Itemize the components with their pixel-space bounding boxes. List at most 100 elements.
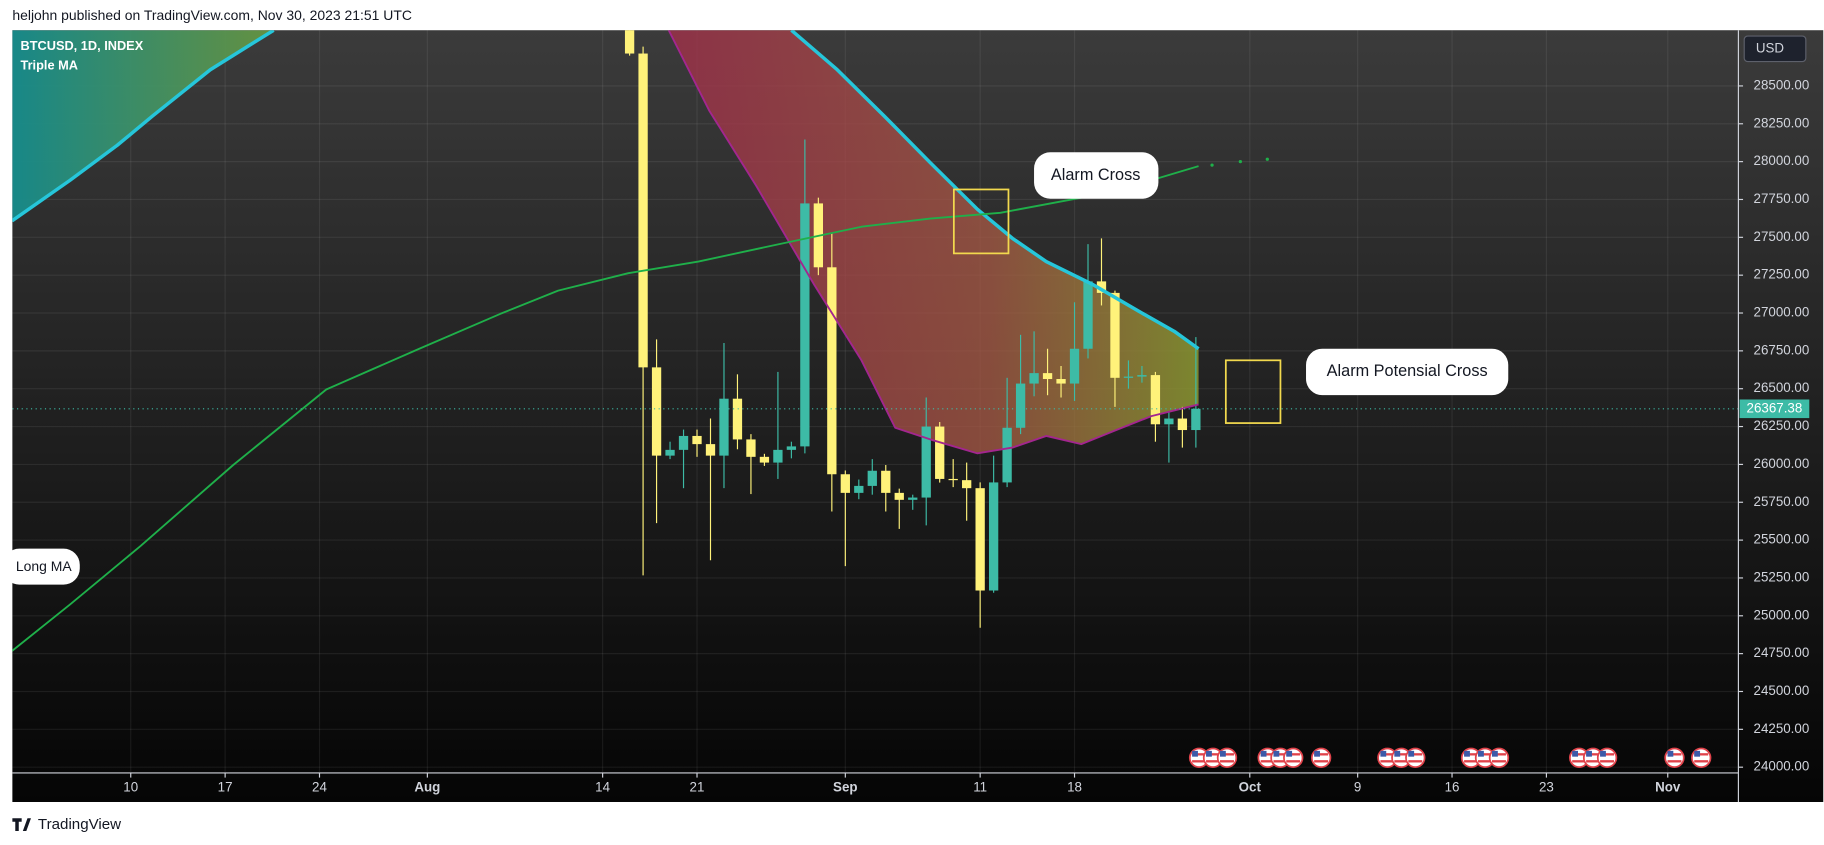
event-icon-stripe <box>1491 760 1506 763</box>
event-icon-canton <box>1380 750 1387 757</box>
event-icon-stripe <box>1314 760 1329 763</box>
candle-body <box>651 367 662 456</box>
candle-body <box>854 485 864 493</box>
event-icon-stripe <box>1380 753 1395 756</box>
candle-body <box>975 488 985 591</box>
y-tick-label: 24250.00 <box>1754 721 1810 736</box>
event-icon-canton <box>1286 750 1293 757</box>
y-tick-label: 25000.00 <box>1754 607 1810 622</box>
candle-body <box>1137 375 1147 377</box>
axes: 24000.00 24250.00 24500.00 24750.00 25000.00… <box>123 77 1810 795</box>
event-icon-stripe <box>1478 753 1492 756</box>
event-icon-canton <box>1667 750 1674 757</box>
x-tick-label: 16 <box>1445 780 1460 795</box>
last-price-label: 26367.38 <box>1747 400 1803 415</box>
event-icon-canton <box>1478 750 1484 757</box>
event-icon-canton <box>1220 750 1226 757</box>
x-tick-label: 18 <box>1067 780 1082 795</box>
candle-body <box>1123 376 1134 378</box>
candle-body <box>1177 418 1188 431</box>
event-icons <box>1188 747 1712 768</box>
callout <box>3 548 80 585</box>
candle-body <box>759 456 770 463</box>
candle-body <box>705 444 716 456</box>
event-icon-stripe <box>1192 760 1207 763</box>
x-tick-label: 14 <box>595 780 610 795</box>
event-icon-stripe <box>1220 760 1234 763</box>
candle-body <box>1164 418 1174 425</box>
candle-body <box>1150 375 1161 425</box>
ma-line <box>12 165 1199 652</box>
candle-body <box>678 435 689 450</box>
event-icon-stripe <box>1600 753 1615 756</box>
event-icon-canton <box>1408 750 1415 757</box>
ma-projection-dot <box>1265 157 1269 161</box>
candle-body <box>692 435 702 445</box>
event-icon-stripe <box>1667 760 1682 763</box>
candle-body <box>773 449 783 463</box>
y-tick-label: 27250.00 <box>1754 267 1810 282</box>
event-icon-stripe <box>1260 753 1275 756</box>
y-tick-label: 28250.00 <box>1754 115 1810 130</box>
candle-body <box>840 474 850 493</box>
candle-body <box>1096 281 1107 293</box>
candle-body <box>746 439 756 457</box>
event-icon-stripe <box>1586 760 1601 763</box>
candle-body <box>935 426 945 479</box>
x-tick-label: 17 <box>218 780 233 795</box>
callout <box>1306 348 1509 396</box>
event-icon-stripe <box>1667 753 1682 756</box>
candle-body <box>908 497 918 500</box>
symbol-legend: BTCUSD, 1D, INDEX <box>21 38 144 53</box>
y-tick-label: 24750.00 <box>1754 645 1810 660</box>
event-icon-stripe <box>1408 753 1423 756</box>
event-icon-stripe <box>1260 760 1275 763</box>
event-icon-canton <box>1572 750 1579 757</box>
event-icon-stripe <box>1600 760 1615 763</box>
candle-body <box>1056 379 1066 384</box>
x-tick-label: 9 <box>1354 780 1361 795</box>
y-tick-label: 27750.00 <box>1754 191 1810 206</box>
event-icon-canton <box>1206 750 1212 757</box>
event-icon-canton <box>1394 750 1401 757</box>
candle-body <box>1083 281 1093 349</box>
event-icon-stripe <box>1314 753 1329 756</box>
event-icon-stripe <box>1394 753 1409 756</box>
event-icon-stripe <box>1206 753 1221 756</box>
candle-body <box>1110 292 1120 378</box>
callout <box>1034 152 1159 199</box>
event-icon-canton <box>1694 750 1701 757</box>
x-tick-label: 24 <box>312 780 327 795</box>
x-tick-label: Oct <box>1239 780 1262 795</box>
candle-body <box>624 30 635 54</box>
candle-body <box>962 480 972 489</box>
candle-body <box>1029 373 1039 384</box>
ma-projection-dot <box>1210 163 1214 167</box>
y-tick-label: 26250.00 <box>1754 418 1810 433</box>
last-price-box <box>1739 399 1810 419</box>
y-tick-label: 25500.00 <box>1754 532 1810 547</box>
event-icon-stripe <box>1491 753 1506 756</box>
candle-body <box>1015 383 1026 428</box>
y-tick-label: 25250.00 <box>1754 569 1810 584</box>
header-text: heljohn published on TradingView.com, No… <box>12 7 412 23</box>
event-icon-canton <box>1600 750 1606 757</box>
event-icon-canton <box>1464 750 1470 757</box>
y-tick-label: 28000.00 <box>1754 153 1810 168</box>
callout-text: Alarm Potensial Cross <box>1327 362 1488 380</box>
currency-box[interactable] <box>1743 35 1807 63</box>
x-tick-label: Sep <box>833 780 858 795</box>
event-icon-stripe <box>1694 760 1709 763</box>
candle-body <box>638 53 648 368</box>
event-icon-stripe <box>1464 760 1479 763</box>
callout-text: Alarm Cross <box>1051 166 1140 184</box>
candle-body <box>732 398 743 440</box>
candle-body <box>1191 408 1201 431</box>
candle-body <box>800 203 810 447</box>
callout-text: Long MA <box>16 558 72 574</box>
x-tick-label: 23 <box>1539 780 1554 795</box>
x-tick-label: 21 <box>690 780 705 795</box>
candle-body <box>948 478 958 481</box>
ma-line <box>667 30 1199 455</box>
event-icon-stripe <box>1273 760 1288 763</box>
